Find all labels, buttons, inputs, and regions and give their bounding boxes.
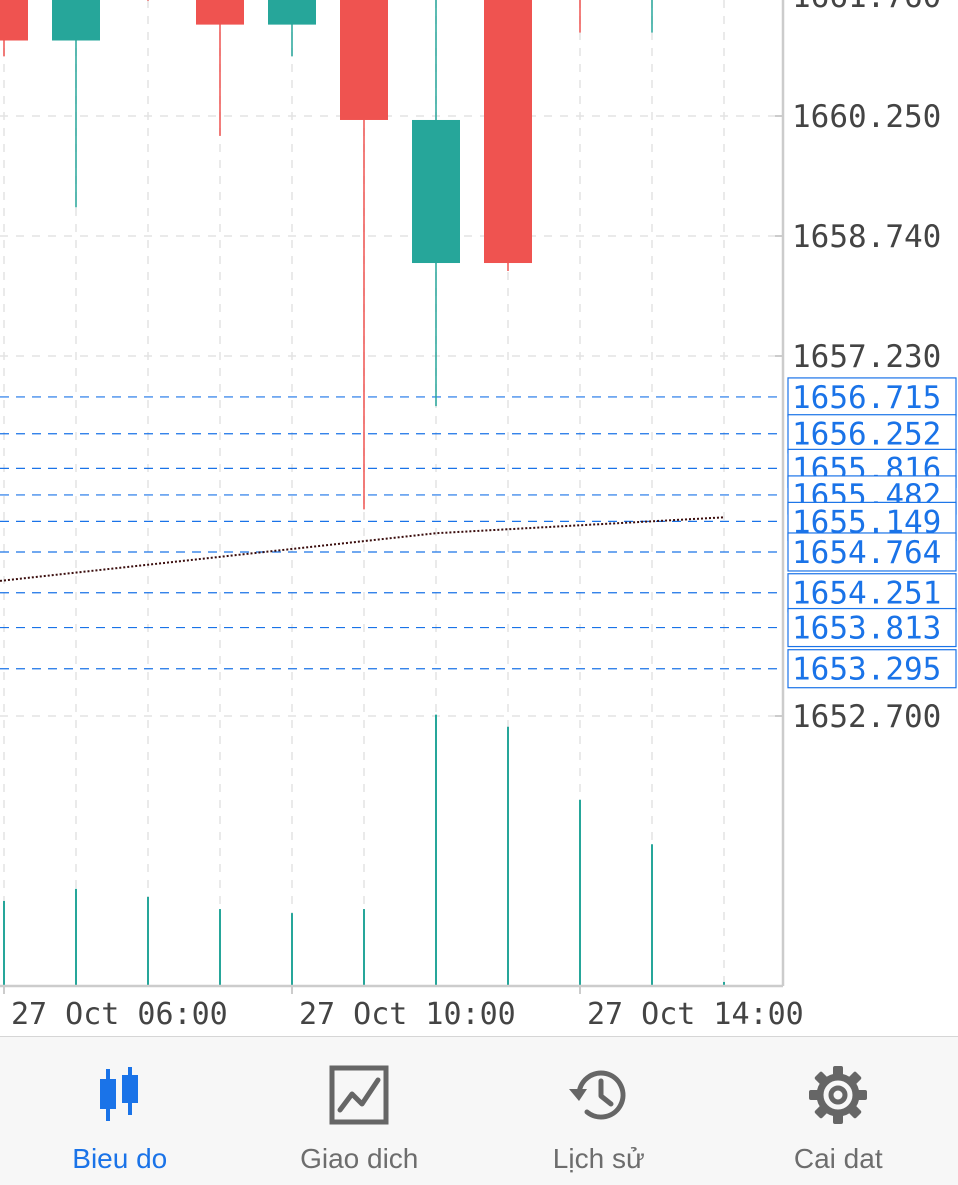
- grid-lines: [0, 0, 783, 986]
- moving-average-line: [0, 517, 724, 581]
- axis-labels: 1661.760 1660.250 1658.740 1657.230 1652.700…: [11, 0, 956, 1032]
- candle-body: [52, 0, 100, 41]
- tab-chart[interactable]: Bieu do: [0, 1037, 240, 1185]
- candle: [52, 0, 100, 207]
- moving-average: [0, 517, 724, 581]
- price-level-lines: [0, 397, 783, 669]
- candle: [484, 0, 532, 271]
- price-level-label: 1654.764: [792, 535, 941, 571]
- axes: [0, 0, 783, 994]
- time-tick-label: 27 Oct 06:00: [11, 997, 228, 1032]
- price-level-label: 1654.251: [792, 576, 941, 612]
- candle: [412, 0, 460, 406]
- candle: [124, 0, 172, 1]
- gear-icon: [806, 1063, 870, 1127]
- candle: [196, 0, 244, 136]
- bottom-tab-bar: Bieu do Giao dich Lịch sử: [0, 1036, 958, 1185]
- history-icon: [567, 1063, 631, 1127]
- candle-body: [196, 0, 244, 25]
- price-level-label: 1653.813: [792, 611, 941, 647]
- candle: [0, 0, 28, 56]
- candlestick-chart-icon: [88, 1063, 152, 1127]
- price-tick-label: 1658.740: [792, 219, 941, 255]
- candle: [340, 0, 388, 509]
- tab-label-trade: Giao dich: [300, 1143, 418, 1175]
- price-chart[interactable]: 1661.760 1660.250 1658.740 1657.230 1652.700…: [0, 0, 958, 1036]
- tab-label-history: Lịch sử: [553, 1143, 645, 1175]
- candle-body: [484, 0, 532, 263]
- tab-history[interactable]: Lịch sử: [479, 1037, 719, 1185]
- trade-chart-icon: [327, 1063, 391, 1127]
- tab-label-settings: Cai dat: [794, 1143, 883, 1175]
- candle: [268, 0, 316, 56]
- candle: [628, 0, 676, 33]
- candles: [0, 0, 676, 509]
- candle-body: [340, 0, 388, 120]
- time-tick-label: 27 Oct 10:00: [299, 997, 516, 1032]
- tab-label-chart: Bieu do: [72, 1143, 167, 1175]
- price-level-label: 1656.252: [792, 417, 941, 453]
- time-tick-label: 27 Oct 14:00: [587, 997, 804, 1032]
- price-tick-label: 1657.230: [792, 339, 941, 375]
- candle-body: [0, 0, 28, 41]
- tab-settings[interactable]: Cai dat: [719, 1037, 958, 1185]
- candle-body: [268, 0, 316, 25]
- price-tick-label: 1652.700: [792, 699, 941, 735]
- candle: [556, 0, 604, 33]
- price-level-label: 1656.715: [792, 380, 941, 416]
- price-level-label: 1653.295: [792, 652, 941, 688]
- price-tick-label: 1661.760: [792, 0, 941, 15]
- tab-trade[interactable]: Giao dich: [240, 1037, 480, 1185]
- candle-body: [412, 120, 460, 263]
- price-tick-label: 1660.250: [792, 99, 941, 135]
